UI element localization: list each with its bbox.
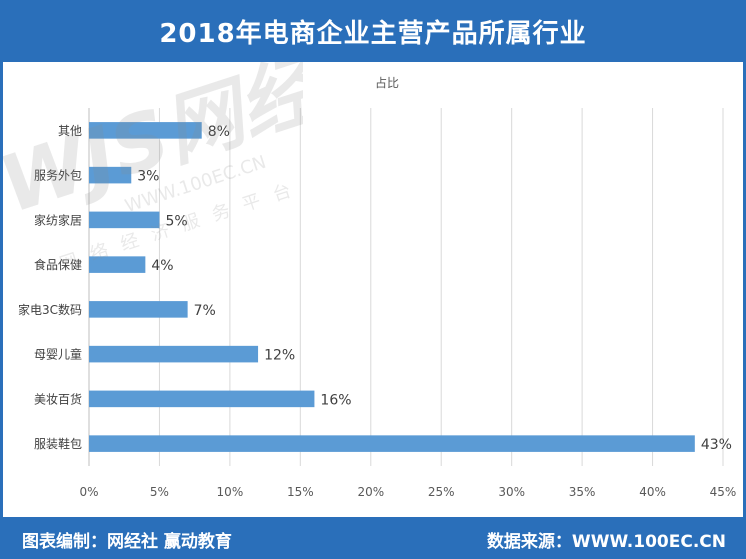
category-label: 家电3C数码: [18, 302, 82, 317]
chart-panel: 占比 其他服务外包家纺家居食品保健家电3C数码母婴儿童美妆百货服装鞋包 0% 5%…: [3, 62, 743, 517]
bar: [89, 211, 160, 229]
chart-title: 占比: [375, 75, 399, 90]
x-tick-label: 10%: [217, 485, 244, 499]
category-label: 服务外包: [34, 168, 82, 183]
footer-source: 数据来源：WWW.100EC.CN: [486, 532, 726, 552]
data-label: 8%: [208, 124, 230, 140]
bars: [89, 122, 695, 452]
bar: [89, 435, 695, 452]
x-tick-label: 45%: [710, 485, 737, 499]
category-label: 服装鞋包: [34, 436, 82, 451]
category-label: 家纺家居: [34, 212, 82, 227]
category-label: 母婴儿童: [34, 347, 82, 362]
data-label: 3%: [137, 169, 159, 185]
data-labels: 8% 3% 5% 4% 7% 12% 16% 43%: [137, 124, 732, 453]
data-label: 16%: [320, 392, 351, 408]
gridlines: [88, 108, 724, 466]
x-tick-label: 25%: [428, 485, 455, 499]
x-tick-label: 5%: [150, 485, 169, 499]
x-tick-label: 15%: [287, 485, 314, 499]
category-label: 美妆百货: [34, 391, 82, 406]
x-tick-label: 30%: [498, 485, 525, 499]
x-tick-labels: 0% 5% 10% 15% 20% 25% 30% 35% 40% 45%: [79, 485, 736, 499]
bar: [89, 166, 132, 184]
footer-credit: 图表编制：网经社 赢动教育: [22, 532, 232, 552]
bar: [89, 256, 146, 273]
footer: 图表编制：网经社 赢动教育 数据来源：WWW.100EC.CN: [0, 517, 746, 559]
x-tick-label: 40%: [639, 485, 666, 499]
x-tick-label: 35%: [569, 485, 596, 499]
bar: [89, 345, 259, 363]
bar: [89, 122, 202, 139]
category-label: 食品保健: [34, 257, 82, 272]
category-label: 其他: [58, 124, 82, 138]
data-label: 12%: [264, 348, 295, 364]
x-tick-label: 0%: [79, 485, 98, 499]
bar: [89, 301, 188, 318]
data-label: 4%: [151, 258, 173, 274]
page-title: 2018年电商企业主营产品所属行业: [159, 18, 587, 49]
data-label: 7%: [194, 303, 216, 319]
data-label: 5%: [165, 213, 187, 229]
x-tick-label: 20%: [357, 485, 384, 499]
bar: [89, 390, 315, 408]
data-label: 43%: [701, 437, 732, 453]
